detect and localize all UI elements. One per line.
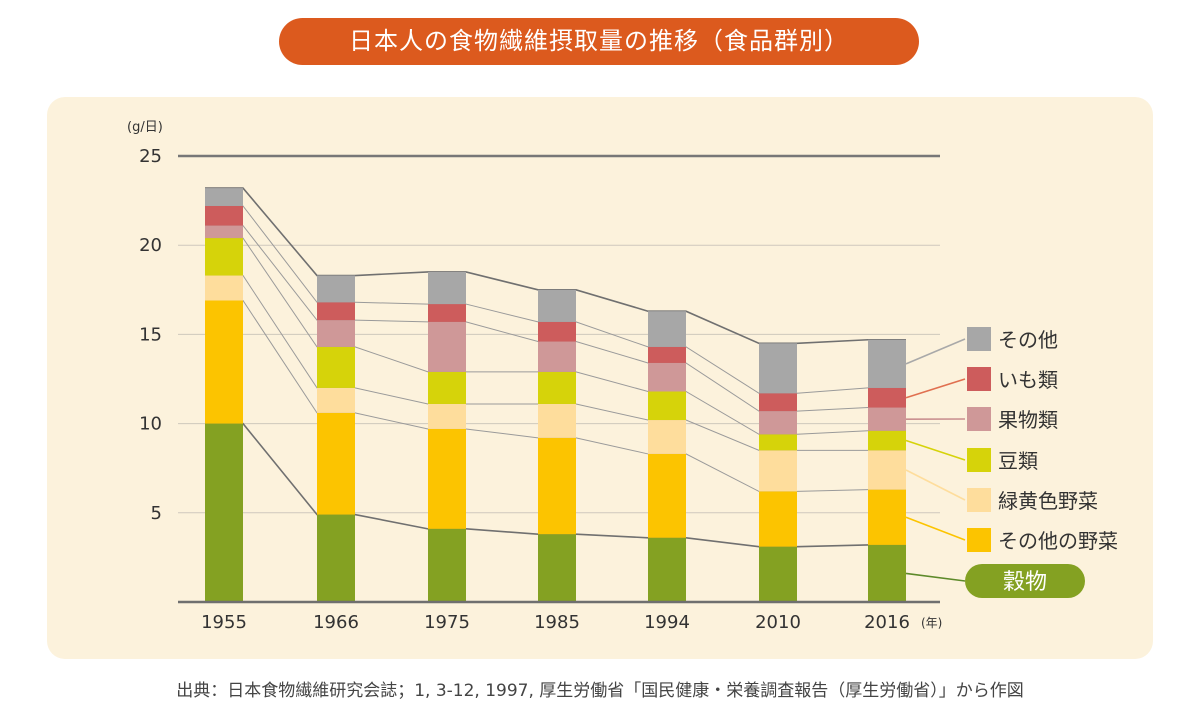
bar-穀物-1955 (205, 423, 243, 602)
legend-label-その他: その他 (998, 328, 1058, 352)
x-tick-label-1985: 1985 (534, 612, 580, 633)
bar-果物類-1966 (317, 320, 355, 347)
bar-その他の野菜-1955 (205, 300, 243, 424)
bar-いも類-1985 (538, 321, 576, 342)
legend-leader-豆類 (905, 439, 966, 461)
bar-穀物-1994 (648, 537, 686, 602)
bar-豆類-2016 (868, 430, 906, 451)
bar-穀物-1975 (428, 528, 466, 602)
bar-穀物-2010 (759, 546, 797, 602)
bar-緑黄色野菜-1975 (428, 403, 466, 429)
legend-swatch-その他 (967, 327, 991, 351)
axes: 5 10 15 20 25 (g/日) 1955 1966 1975 1985 1994 2010 20… (127, 120, 942, 633)
bar-その他-1966 (317, 275, 355, 303)
legend-leader-いも類 (905, 378, 966, 399)
bar-いも類-1975 (428, 304, 466, 322)
x-tick-label-1955: 1955 (201, 612, 247, 633)
x-tick-label-1975: 1975 (424, 612, 470, 633)
bar-豆類-1955 (205, 238, 243, 276)
bar-その他-1994 (648, 311, 686, 347)
bar-その他-1975 (428, 271, 466, 305)
bar-豆類-2010 (759, 434, 797, 451)
bar-緑黄色野菜-1955 (205, 275, 243, 301)
bar-豆類-1975 (428, 371, 466, 404)
x-tick-label-1994: 1994 (644, 612, 690, 633)
x-tick-label-1966: 1966 (313, 612, 359, 633)
y-tick-label-15: 15 (139, 324, 162, 345)
legend-label-いも類: いも類 (998, 368, 1058, 392)
bar-豆類-1985 (538, 371, 576, 404)
bar-果物類-1975 (428, 321, 466, 372)
bar-緑黄色野菜-1966 (317, 387, 355, 413)
bar-その他の野菜-2016 (868, 489, 906, 545)
legend-leader-その他の野菜 (905, 516, 966, 541)
bar-いも類-2016 (868, 387, 906, 408)
bars (205, 188, 906, 602)
legend-swatch-いも類 (967, 367, 991, 391)
bar-その他の野菜-1985 (538, 437, 576, 535)
x-tick-label-2010: 2010 (755, 612, 801, 633)
legend-label-果物類: 果物類 (998, 408, 1058, 432)
bar-いも類-1966 (317, 302, 355, 321)
bar-いも類-2010 (759, 393, 797, 412)
y-tick-label-10: 10 (139, 414, 162, 435)
bar-豆類-1966 (317, 346, 355, 388)
legend-swatch-豆類 (967, 448, 991, 472)
bar-その他の野菜-2010 (759, 491, 797, 547)
bar-果物類-1994 (648, 362, 686, 392)
bar-いも類-1955 (205, 205, 243, 226)
legend-leader-穀物 (905, 572, 966, 582)
source-note: 出典：日本食物繊維研究会誌；1, 3-12, 1997, 厚生労働省「国民健康・… (176, 681, 1024, 701)
legend-label-穀物: 穀物 (1003, 570, 1047, 595)
legend-label-豆類: 豆類 (998, 449, 1038, 473)
legend-swatch-果物類 (967, 407, 991, 431)
bar-その他-2010 (759, 343, 797, 394)
bar-緑黄色野菜-2010 (759, 450, 797, 492)
bar-その他の野菜-1994 (648, 453, 686, 538)
legend-leader-緑黄色野菜 (905, 469, 966, 501)
grid-lines (178, 154, 940, 514)
bar-その他-1985 (538, 289, 576, 322)
legend-swatch-穀物 (965, 564, 1085, 598)
legend-swatch-緑黄色野菜 (967, 488, 991, 512)
y-tick-label-5: 5 (151, 503, 162, 524)
bar-緑黄色野菜-1994 (648, 420, 686, 454)
bar-果物類-2010 (759, 411, 797, 435)
bar-その他の野菜-1975 (428, 428, 466, 529)
bar-いも類-1994 (648, 346, 686, 363)
bar-その他の野菜-1966 (317, 412, 355, 515)
bar-果物類-1955 (205, 225, 243, 239)
legend-label-緑黄色野菜: 緑黄色野菜 (998, 489, 1098, 513)
bar-その他-2016 (868, 339, 906, 388)
bar-穀物-2016 (868, 544, 906, 602)
bar-穀物-1966 (317, 514, 355, 602)
y-tick-label-20: 20 (139, 235, 162, 256)
y-tick-label-25: 25 (139, 146, 162, 167)
chart-title: 日本人の食物繊維摂取量の推移（食品群別） (279, 18, 919, 65)
bar-豆類-1994 (648, 391, 686, 421)
y-unit-label: (g/日) (127, 120, 163, 135)
legend-swatch-その他の野菜 (967, 528, 991, 552)
legend-leader-その他 (905, 338, 966, 365)
x-tick-label-2016: 2016 (864, 612, 910, 633)
bar-その他-1955 (205, 188, 243, 206)
bar-果物類-2016 (868, 407, 906, 431)
legend-label-その他の野菜: その他の野菜 (998, 529, 1118, 553)
bar-緑黄色野菜-2016 (868, 450, 906, 490)
bar-緑黄色野菜-1985 (538, 403, 576, 438)
bar-果物類-1985 (538, 341, 576, 372)
bar-穀物-1985 (538, 534, 576, 602)
x-unit-label: (年) (921, 616, 942, 630)
